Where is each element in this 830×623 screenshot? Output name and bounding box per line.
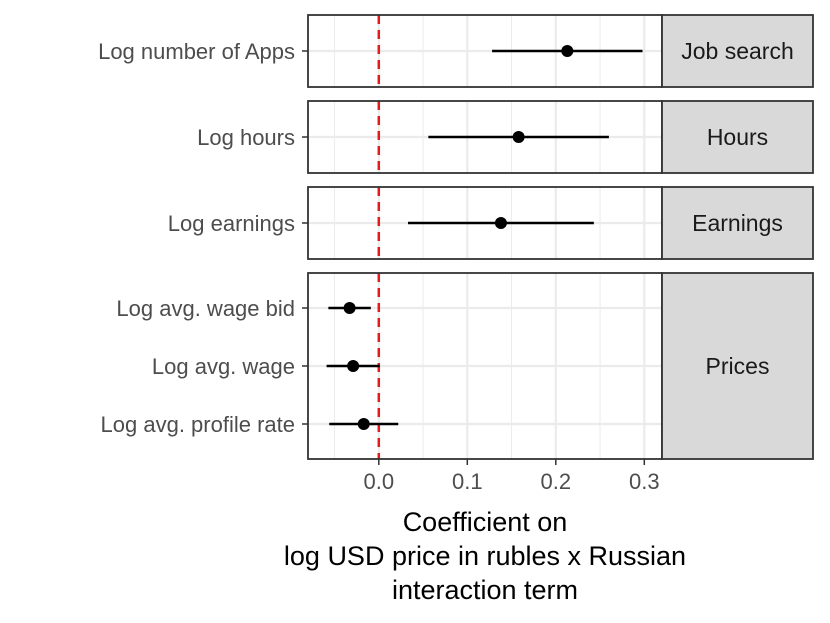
facet-panel-0: Log number of Apps Job search	[98, 14, 814, 88]
x-axis-title-line-3: interaction term	[392, 575, 578, 605]
facet-panel-2: Log earnings Earnings	[168, 186, 814, 260]
y-tick-label: Log avg. wage bid	[116, 296, 295, 321]
x-axis: 0.0 0.1 0.2 0.3	[364, 459, 660, 494]
facet-strip	[661, 186, 814, 260]
y-tick-label: Log number of Apps	[98, 39, 295, 64]
estimate-point	[343, 302, 356, 314]
facet-strip	[661, 100, 814, 174]
facet-strip	[661, 272, 814, 460]
facet-strip	[661, 14, 814, 88]
facet-panel-3: Log avg. wage bid Log avg. wage Log avg. p…	[101, 272, 814, 460]
x-axis-title-line-1: Coefficient on	[403, 507, 568, 537]
facet-strip-label: Prices	[706, 353, 770, 379]
x-tick-label: 0.0	[364, 469, 395, 494]
estimate-point	[347, 360, 360, 372]
y-tick-label: Log avg. wage	[152, 354, 295, 379]
estimate-point	[357, 418, 370, 430]
y-tick-label: Log hours	[197, 125, 295, 150]
y-tick-label: Log earnings	[168, 211, 295, 236]
facet-strip-label: Hours	[707, 124, 768, 150]
x-tick-label: 0.1	[452, 469, 483, 494]
estimate-point	[561, 45, 574, 57]
x-axis-title-line-2: log USD price in rubles x Russian	[284, 541, 686, 571]
facet-strip-label: Job search	[681, 38, 794, 64]
y-tick-label: Log avg. profile rate	[101, 412, 295, 437]
facet-strip-label: Earnings	[692, 210, 783, 236]
estimate-point	[494, 217, 507, 229]
x-tick-label: 0.3	[629, 469, 660, 494]
x-tick-label: 0.2	[541, 469, 572, 494]
facet-panel-1: Log hours Hours	[197, 100, 814, 174]
facet-panels: Log number of Apps Job search Log hours Hou…	[98, 14, 814, 460]
estimate-point	[512, 131, 525, 143]
